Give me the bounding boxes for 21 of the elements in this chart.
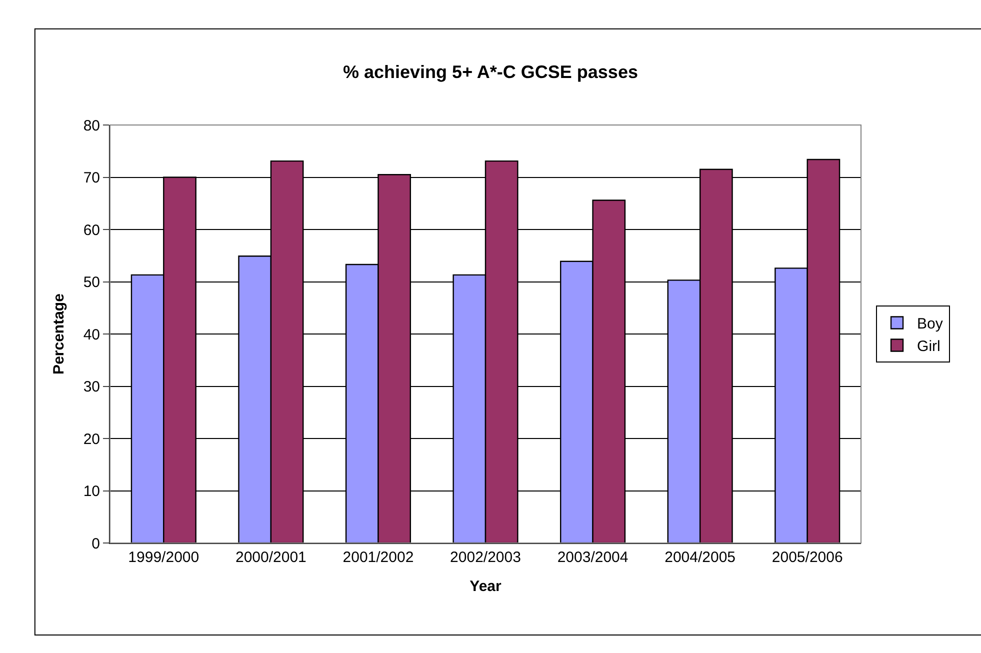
x-tick-label: 2000/2001 bbox=[235, 549, 306, 566]
legend-label: Boy bbox=[917, 316, 944, 333]
x-tick-label: 2004/2005 bbox=[664, 549, 736, 566]
y-tick-label: 40 bbox=[83, 326, 100, 344]
y-tick-label: 0 bbox=[92, 535, 100, 552]
x-tick-label: 2005/2006 bbox=[772, 549, 843, 566]
x-tick-label: 1999/2000 bbox=[128, 549, 200, 566]
y-tick-label: 30 bbox=[83, 378, 100, 396]
chart-title: % achieving 5+ A*-C GCSE passes bbox=[343, 62, 638, 82]
y-tick-label: 50 bbox=[83, 274, 100, 291]
x-tick-label: 2002/2003 bbox=[450, 549, 521, 566]
legend-label: Girl bbox=[917, 338, 940, 356]
y-tick-label: 70 bbox=[83, 170, 100, 186]
y-tick-label: 80 bbox=[83, 117, 100, 134]
x-tick-label: 2003/2004 bbox=[557, 549, 628, 566]
y-tick-label: 10 bbox=[83, 483, 100, 500]
y-axis-title: Percentage bbox=[50, 294, 68, 374]
y-tick-label: 20 bbox=[83, 430, 100, 448]
y-tick-label: 60 bbox=[83, 222, 100, 239]
x-tick-label: 2001/2002 bbox=[342, 549, 414, 566]
x-axis-title: Year bbox=[470, 578, 502, 595]
